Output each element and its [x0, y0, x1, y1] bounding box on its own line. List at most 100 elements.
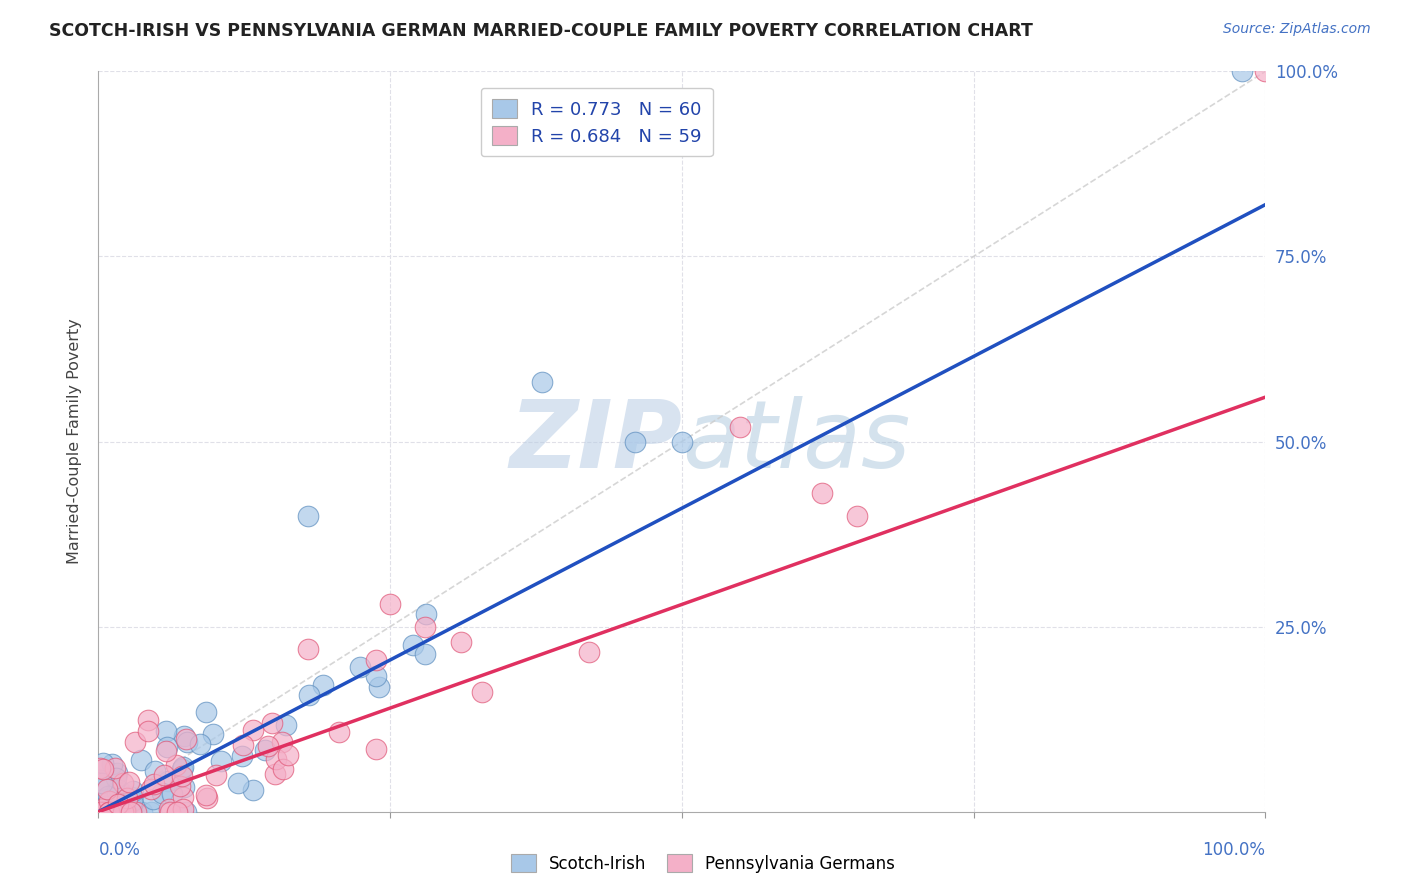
Point — [110, 802, 132, 816]
Point — [89, 761, 111, 775]
Point — [103, 786, 125, 800]
Point — [122, 783, 145, 797]
Point — [172, 760, 194, 774]
Point — [91, 762, 114, 776]
Point — [413, 647, 436, 661]
Point — [115, 805, 138, 819]
Point — [174, 732, 197, 747]
Legend: R = 0.773   N = 60, R = 0.684   N = 59: R = 0.773 N = 60, R = 0.684 N = 59 — [481, 87, 713, 156]
Point — [105, 766, 128, 780]
Point — [90, 802, 112, 816]
Point — [120, 805, 142, 819]
Point — [172, 768, 194, 782]
Text: ZIP: ZIP — [509, 395, 682, 488]
Point — [121, 794, 143, 808]
Point — [846, 508, 869, 523]
Point — [141, 782, 163, 797]
Point — [142, 792, 165, 806]
Text: SCOTCH-IRISH VS PENNSYLVANIA GERMAN MARRIED-COUPLE FAMILY POVERTY CORRELATION CH: SCOTCH-IRISH VS PENNSYLVANIA GERMAN MARR… — [49, 22, 1033, 40]
Text: 100.0%: 100.0% — [1202, 841, 1265, 859]
Point — [131, 805, 153, 819]
Point — [624, 434, 647, 449]
Point — [231, 749, 253, 764]
Point — [172, 790, 194, 805]
Point — [90, 776, 112, 790]
Point — [89, 773, 111, 788]
Point — [159, 805, 181, 819]
Point — [366, 653, 388, 667]
Point — [89, 805, 111, 819]
Point — [121, 801, 143, 815]
Point — [811, 486, 834, 500]
Point — [530, 376, 553, 390]
Point — [136, 724, 159, 739]
Point — [108, 783, 131, 797]
Point — [120, 790, 142, 805]
Point — [242, 723, 264, 738]
Point — [195, 705, 218, 719]
Point — [209, 755, 232, 769]
Point — [1254, 64, 1277, 78]
Point — [156, 740, 179, 755]
Point — [103, 805, 125, 819]
Point — [97, 789, 120, 804]
Point — [260, 715, 283, 730]
Point — [176, 734, 198, 748]
Point — [413, 619, 436, 633]
Point — [671, 434, 693, 449]
Point — [173, 729, 195, 743]
Point — [97, 805, 120, 819]
Point — [96, 781, 118, 796]
Point — [166, 805, 188, 819]
Point — [169, 779, 191, 793]
Point — [263, 767, 285, 781]
Point — [155, 724, 177, 739]
Text: 0.0%: 0.0% — [98, 841, 141, 859]
Point — [298, 688, 321, 702]
Point — [194, 789, 217, 803]
Point — [349, 659, 371, 673]
Point — [471, 684, 494, 698]
Point — [93, 805, 115, 819]
Point — [364, 669, 387, 683]
Point — [98, 805, 121, 819]
Point — [188, 737, 211, 751]
Point — [118, 775, 141, 789]
Point — [143, 764, 166, 779]
Point — [277, 748, 299, 763]
Point — [450, 634, 472, 648]
Point — [364, 742, 387, 756]
Point — [101, 757, 124, 772]
Point — [297, 641, 319, 656]
Point — [91, 756, 114, 770]
Point — [105, 785, 128, 799]
Point — [174, 805, 197, 819]
Point — [226, 775, 249, 789]
Legend: Scotch-Irish, Pennsylvania Germans: Scotch-Irish, Pennsylvania Germans — [505, 847, 901, 880]
Point — [150, 786, 173, 800]
Point — [104, 772, 127, 786]
Point — [232, 738, 254, 752]
Point — [368, 680, 391, 694]
Point — [156, 774, 179, 789]
Point — [172, 762, 194, 776]
Point — [273, 762, 295, 776]
Point — [254, 743, 277, 757]
Text: atlas: atlas — [682, 396, 910, 487]
Point — [124, 735, 146, 749]
Point — [402, 638, 425, 652]
Point — [297, 508, 319, 523]
Point — [115, 790, 138, 805]
Point — [311, 678, 333, 692]
Point — [202, 727, 225, 741]
Point — [1230, 64, 1253, 78]
Point — [155, 744, 177, 758]
Point — [195, 791, 218, 805]
Point — [114, 804, 136, 818]
Point — [730, 419, 752, 434]
Point — [328, 725, 350, 739]
Point — [173, 780, 195, 794]
Point — [112, 805, 135, 819]
Y-axis label: Married-Couple Family Poverty: Married-Couple Family Poverty — [67, 318, 83, 565]
Point — [107, 805, 129, 819]
